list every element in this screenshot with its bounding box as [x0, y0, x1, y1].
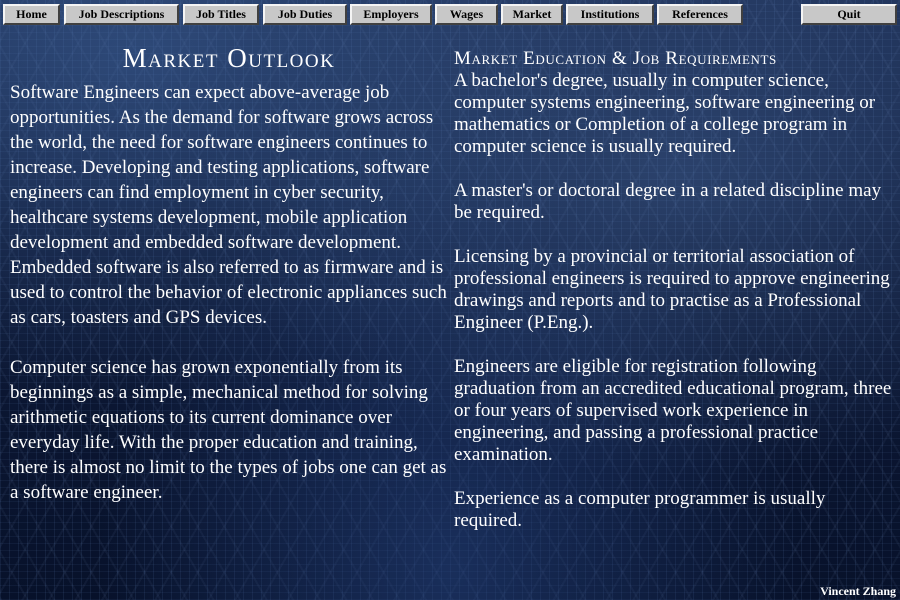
requirement-paragraph: Licensing by a provincial or territorial… [454, 246, 890, 333]
author-signature: Vincent Zhang [820, 584, 896, 598]
requirement-paragraph: Experience as a computer programmer is u… [454, 488, 826, 531]
nav-market-button[interactable]: Market [501, 4, 563, 25]
market-outlook-paragraph: Computer science has grown exponentially… [10, 357, 447, 503]
requirement-paragraph: Engineers are eligible for registration … [454, 356, 892, 465]
nav-job-duties-button[interactable]: Job Duties [263, 4, 347, 25]
nav-employers-button[interactable]: Employers [350, 4, 432, 25]
nav-job-titles-button[interactable]: Job Titles [183, 4, 259, 25]
market-outlook-paragraph: Software Engineers can expect above-aver… [10, 82, 447, 328]
nav-references-button[interactable]: References [657, 4, 743, 25]
nav-institutions-button[interactable]: Institutions [566, 4, 654, 25]
market-outlook-heading: Market Outlook [122, 43, 336, 73]
nav-wages-button[interactable]: Wages [435, 4, 498, 25]
nav-job-descriptions-button[interactable]: Job Descriptions [64, 4, 179, 25]
quit-button[interactable]: Quit [801, 4, 897, 25]
education-requirements-section: Market Education & Job Requirements A ba… [454, 36, 898, 554]
top-navigation-bar: Home Job Descriptions Job Titles Job Dut… [3, 4, 897, 26]
market-outlook-section: Market Outlook Software Engineers can ex… [10, 36, 448, 530]
requirement-paragraph: A bachelor's degree, usually in computer… [454, 70, 876, 157]
nav-home-button[interactable]: Home [3, 4, 60, 25]
requirement-paragraph: A master's or doctoral degree in a relat… [454, 180, 882, 223]
education-requirements-heading: Market Education & Job Requirements [454, 48, 777, 69]
